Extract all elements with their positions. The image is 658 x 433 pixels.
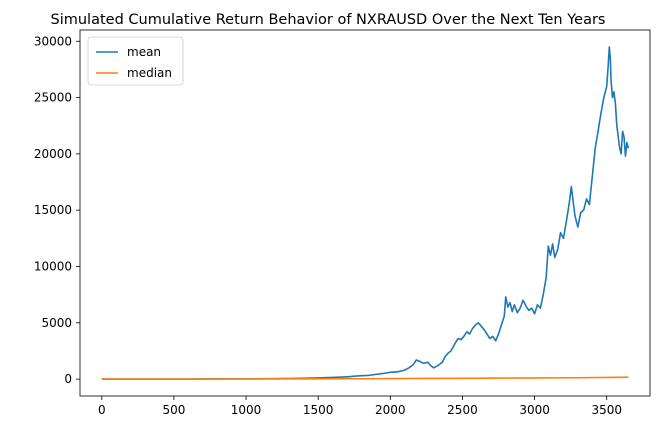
axes-layer: 0 500 1000 1500 2000 2500 3000 3500 0 5000 10000 15… [34, 34, 622, 417]
chart-title: Simulated Cumulative Return Behavior of … [51, 12, 606, 28]
y-tick-label: 0 [64, 372, 72, 386]
x-tick-label: 1500 [303, 403, 334, 417]
y-tick-label: 25000 [34, 91, 72, 105]
y-tick-label: 15000 [34, 203, 72, 217]
x-tick-label: 1000 [231, 403, 262, 417]
plot-frame [79, 29, 651, 397]
legend-label-median: median [127, 66, 172, 80]
y-tick-label: 30000 [34, 34, 72, 48]
x-tick-label: 3000 [519, 403, 550, 417]
y-tick-label: 20000 [34, 147, 72, 161]
series-line-median [101, 376, 629, 380]
series-line-mean [101, 46, 630, 380]
x-tick-label: 0 [98, 403, 106, 417]
x-tick-label: 3500 [591, 403, 622, 417]
series-layer [101, 46, 630, 380]
y-tick-label: 5000 [41, 316, 72, 330]
legend: mean median [87, 36, 184, 86]
x-tick-label: 2500 [447, 403, 478, 417]
legend-label-mean: mean [127, 45, 161, 59]
x-tick-label: 500 [162, 403, 185, 417]
y-tick-label: 10000 [34, 259, 72, 273]
x-tick-label: 2000 [375, 403, 406, 417]
